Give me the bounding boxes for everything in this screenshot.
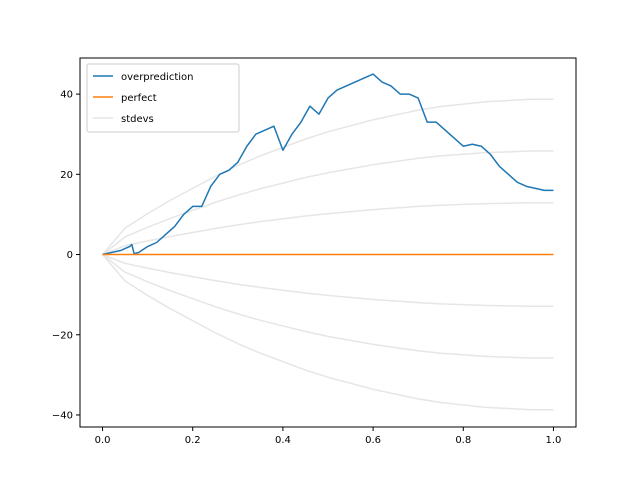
y-tick-label: −20 xyxy=(52,330,73,341)
stdev-line-3 xyxy=(102,253,554,308)
plot-frame xyxy=(79,57,577,428)
stdev-line-5 xyxy=(101,254,554,411)
x-tick-label: 0.6 xyxy=(365,435,381,446)
y-tick-label: −40 xyxy=(52,410,73,421)
y-tick-label: 0 xyxy=(67,250,73,261)
stdev-line-4 xyxy=(102,253,554,359)
x-tick-label: 0.2 xyxy=(185,435,201,446)
stdev-line-2 xyxy=(101,98,554,256)
series-line-overprediction xyxy=(102,73,554,256)
legend-label-perfect: perfect xyxy=(121,93,157,104)
y-axis-ticks: −40 −20 0 20 40 xyxy=(52,90,80,421)
legend: overprediction perfect stdevs xyxy=(86,63,240,133)
y-tick-label: 20 xyxy=(60,170,73,181)
x-axis-ticks: 0.0 0.2 0.4 0.6 0.8 1.0 xyxy=(95,427,562,446)
x-tick-label: 0.4 xyxy=(275,435,291,446)
stdev-line-1 xyxy=(102,150,554,256)
legend-label-overprediction: overprediction xyxy=(121,72,193,83)
x-tick-label: 0.8 xyxy=(455,435,471,446)
stdev-line-0 xyxy=(102,202,554,256)
stdev-lines xyxy=(101,98,554,411)
legend-box xyxy=(86,63,240,133)
series-lines xyxy=(102,73,554,256)
legend-label-stdevs: stdevs xyxy=(121,114,154,125)
y-tick-label: 40 xyxy=(60,90,73,101)
x-tick-label: 0.0 xyxy=(95,435,111,446)
x-tick-label: 1.0 xyxy=(546,435,562,446)
